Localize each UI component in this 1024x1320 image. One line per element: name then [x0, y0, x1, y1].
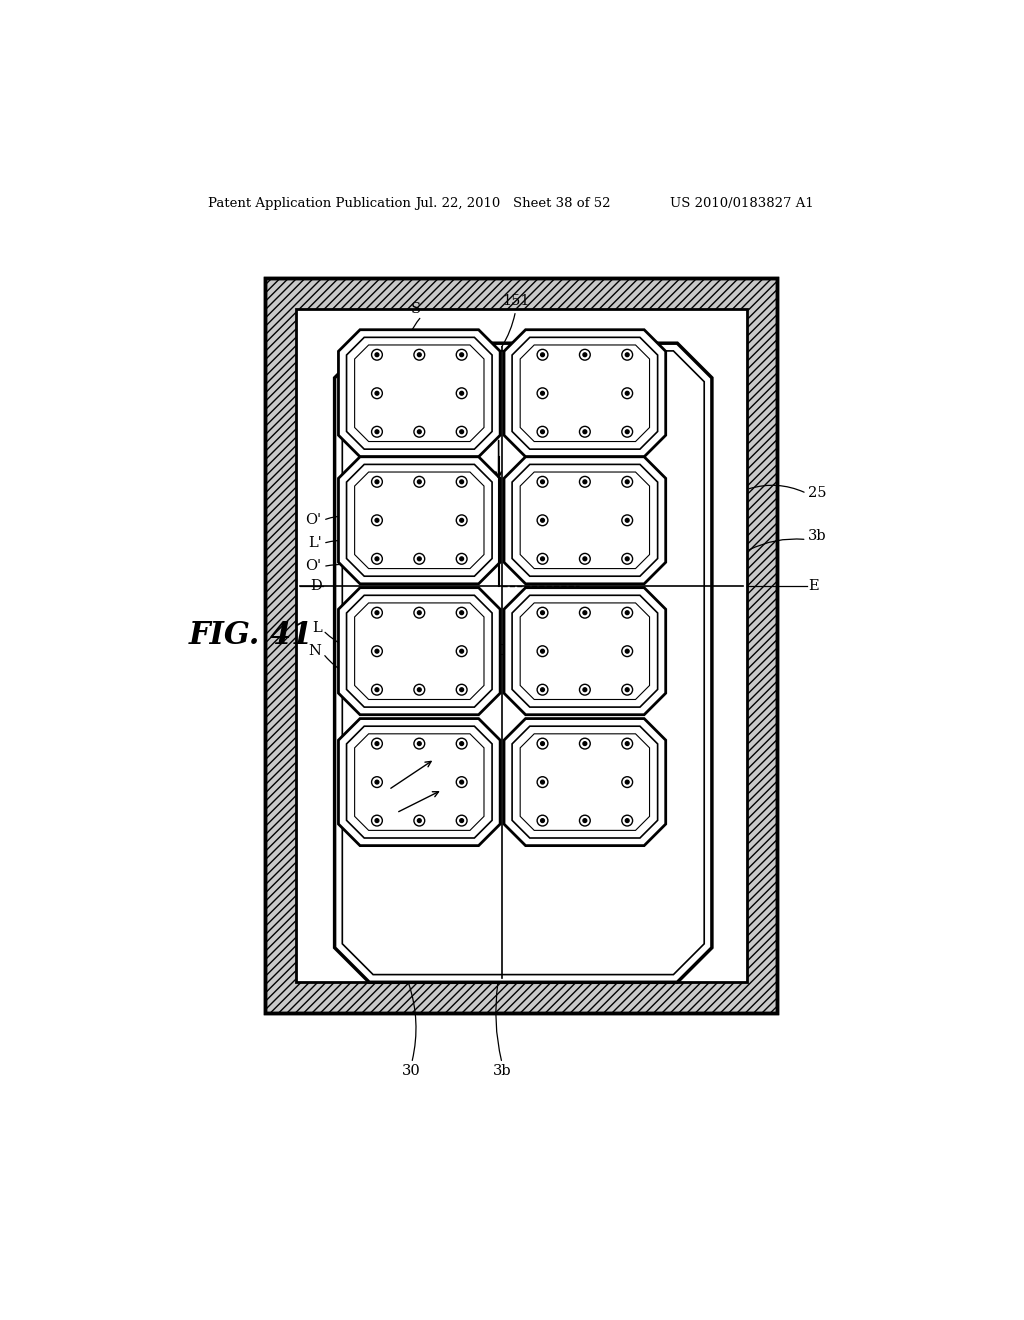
Circle shape — [460, 611, 464, 615]
Circle shape — [375, 649, 379, 653]
Circle shape — [375, 742, 379, 746]
Circle shape — [626, 688, 629, 692]
Text: Patent Application Publication: Patent Application Publication — [208, 197, 411, 210]
Circle shape — [626, 557, 629, 561]
Circle shape — [626, 611, 629, 615]
Text: Jul. 22, 2010   Sheet 38 of 52: Jul. 22, 2010 Sheet 38 of 52 — [416, 197, 611, 210]
Circle shape — [541, 649, 545, 653]
Text: L: L — [311, 622, 322, 635]
Text: O': O' — [305, 513, 322, 527]
Circle shape — [460, 649, 464, 653]
Text: 25: 25 — [808, 486, 826, 500]
Bar — [265, 277, 777, 1014]
Circle shape — [583, 352, 587, 356]
Circle shape — [418, 818, 421, 822]
Circle shape — [583, 818, 587, 822]
Text: 3b: 3b — [493, 1064, 511, 1078]
Circle shape — [375, 611, 379, 615]
Circle shape — [626, 430, 629, 434]
Polygon shape — [339, 330, 500, 457]
Circle shape — [583, 430, 587, 434]
Text: D: D — [310, 578, 322, 593]
Text: O': O' — [494, 644, 510, 659]
Circle shape — [541, 780, 545, 784]
Circle shape — [626, 742, 629, 746]
Circle shape — [541, 557, 545, 561]
Circle shape — [541, 430, 545, 434]
Polygon shape — [504, 718, 666, 846]
Text: 151: 151 — [502, 294, 529, 308]
Circle shape — [460, 557, 464, 561]
Circle shape — [541, 742, 545, 746]
Circle shape — [460, 480, 464, 483]
Circle shape — [418, 611, 421, 615]
Circle shape — [375, 430, 379, 434]
Text: 30: 30 — [402, 1064, 421, 1078]
Polygon shape — [504, 457, 666, 583]
Polygon shape — [339, 457, 500, 583]
Circle shape — [541, 519, 545, 523]
Circle shape — [626, 480, 629, 483]
Circle shape — [418, 352, 421, 356]
Text: US 2010/0183827 A1: US 2010/0183827 A1 — [670, 197, 813, 210]
Circle shape — [541, 480, 545, 483]
Polygon shape — [335, 343, 712, 982]
Polygon shape — [504, 330, 666, 457]
Circle shape — [583, 480, 587, 483]
Polygon shape — [339, 587, 500, 714]
Circle shape — [626, 818, 629, 822]
Circle shape — [541, 818, 545, 822]
Circle shape — [626, 352, 629, 356]
Circle shape — [626, 780, 629, 784]
Text: E: E — [808, 578, 819, 593]
Circle shape — [626, 649, 629, 653]
Circle shape — [541, 352, 545, 356]
Circle shape — [375, 780, 379, 784]
Circle shape — [418, 430, 421, 434]
Circle shape — [626, 391, 629, 395]
Circle shape — [375, 519, 379, 523]
Circle shape — [583, 557, 587, 561]
Bar — [265, 277, 777, 1014]
Circle shape — [418, 688, 421, 692]
Circle shape — [460, 688, 464, 692]
Circle shape — [375, 352, 379, 356]
Circle shape — [375, 688, 379, 692]
Circle shape — [375, 391, 379, 395]
Text: FIG. 41: FIG. 41 — [188, 620, 312, 651]
Circle shape — [418, 480, 421, 483]
Circle shape — [460, 742, 464, 746]
Polygon shape — [339, 718, 500, 846]
Polygon shape — [504, 587, 666, 714]
Bar — [296, 309, 746, 982]
Circle shape — [583, 611, 587, 615]
Circle shape — [418, 557, 421, 561]
Circle shape — [541, 611, 545, 615]
Circle shape — [460, 430, 464, 434]
Text: N: N — [308, 644, 322, 659]
Circle shape — [460, 391, 464, 395]
Circle shape — [375, 480, 379, 483]
Text: S: S — [411, 301, 421, 315]
Circle shape — [375, 557, 379, 561]
Circle shape — [460, 352, 464, 356]
Circle shape — [583, 688, 587, 692]
Circle shape — [375, 818, 379, 822]
Circle shape — [460, 780, 464, 784]
Circle shape — [626, 519, 629, 523]
Text: O': O' — [545, 565, 560, 579]
Text: O': O' — [305, 560, 322, 573]
Circle shape — [460, 519, 464, 523]
Circle shape — [418, 742, 421, 746]
Circle shape — [541, 688, 545, 692]
Circle shape — [583, 742, 587, 746]
Text: 3b: 3b — [808, 529, 826, 543]
Text: L': L' — [308, 536, 322, 550]
Circle shape — [541, 391, 545, 395]
Circle shape — [460, 818, 464, 822]
